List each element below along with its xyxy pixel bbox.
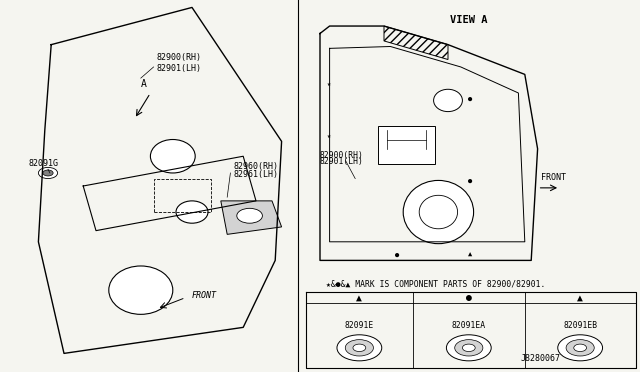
Text: 82091G: 82091G	[29, 158, 59, 167]
Ellipse shape	[237, 208, 262, 223]
Ellipse shape	[109, 266, 173, 314]
Circle shape	[447, 335, 492, 361]
Text: 82900(RH): 82900(RH)	[320, 151, 364, 160]
Text: 82900(RH): 82900(RH)	[157, 52, 202, 61]
Circle shape	[558, 335, 603, 361]
Text: 82091EA: 82091EA	[452, 321, 486, 330]
Text: ▲: ▲	[356, 293, 362, 302]
Circle shape	[462, 344, 475, 352]
Text: J8280067: J8280067	[521, 354, 561, 363]
Text: A: A	[141, 79, 147, 89]
Text: 82961(LH): 82961(LH)	[234, 170, 278, 179]
Circle shape	[574, 344, 586, 352]
Text: VIEW A: VIEW A	[450, 15, 488, 25]
Text: ★: ★	[327, 133, 331, 139]
Text: 82091EB: 82091EB	[563, 321, 597, 330]
Text: ▲: ▲	[468, 252, 472, 258]
Ellipse shape	[434, 89, 463, 112]
Text: ●: ●	[468, 96, 472, 102]
Circle shape	[43, 170, 53, 176]
Text: 82960(RH): 82960(RH)	[234, 162, 278, 171]
Text: ▲: ▲	[577, 293, 583, 302]
Text: ★: ★	[327, 81, 331, 87]
Text: ★&●&▲ MARK IS COMPONENT PARTS OF 82900/82901.: ★&●&▲ MARK IS COMPONENT PARTS OF 82900/8…	[326, 279, 546, 288]
Text: ●: ●	[468, 177, 472, 183]
Circle shape	[346, 340, 374, 356]
Ellipse shape	[419, 195, 458, 229]
FancyBboxPatch shape	[378, 126, 435, 164]
Circle shape	[566, 340, 595, 356]
Circle shape	[38, 167, 58, 179]
Text: FRONT: FRONT	[192, 291, 217, 300]
Ellipse shape	[150, 140, 195, 173]
Polygon shape	[221, 201, 282, 234]
Circle shape	[353, 344, 366, 352]
Circle shape	[337, 335, 381, 361]
Circle shape	[454, 340, 483, 356]
Text: 82901(LH): 82901(LH)	[157, 64, 202, 73]
Text: 82901(LH): 82901(LH)	[320, 157, 364, 166]
Text: 82091E: 82091E	[345, 321, 374, 330]
Text: ●: ●	[395, 252, 399, 258]
Ellipse shape	[403, 180, 474, 244]
Text: ●: ●	[466, 293, 472, 302]
Ellipse shape	[176, 201, 208, 223]
Text: FRONT: FRONT	[541, 173, 566, 182]
